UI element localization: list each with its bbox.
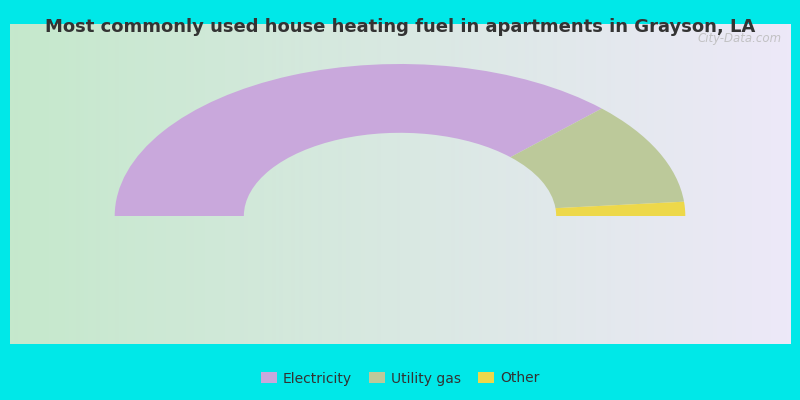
Wedge shape xyxy=(555,202,686,216)
Wedge shape xyxy=(114,64,602,216)
Wedge shape xyxy=(510,108,684,208)
Text: City-Data.com: City-Data.com xyxy=(698,32,782,45)
Text: Most commonly used house heating fuel in apartments in Grayson, LA: Most commonly used house heating fuel in… xyxy=(45,18,755,36)
Legend: Electricity, Utility gas, Other: Electricity, Utility gas, Other xyxy=(255,366,545,391)
